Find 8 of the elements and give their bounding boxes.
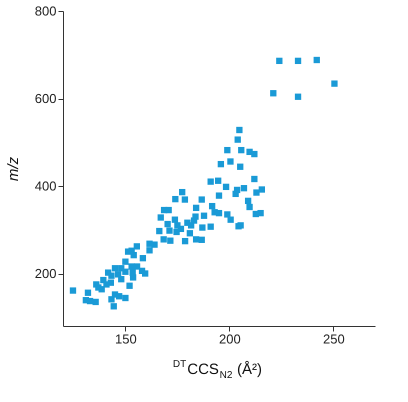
y-tick-label: 200 [34,266,56,281]
y-axis-title: m/z [4,156,22,182]
x-tick-label: 200 [219,332,241,346]
x-tick-label: 250 [323,332,345,346]
y-tick-label: 800 [34,4,56,18]
y-tick-label: 600 [34,91,56,106]
x-tick-label: 150 [115,332,137,346]
y-tick-label: 400 [34,178,56,194]
